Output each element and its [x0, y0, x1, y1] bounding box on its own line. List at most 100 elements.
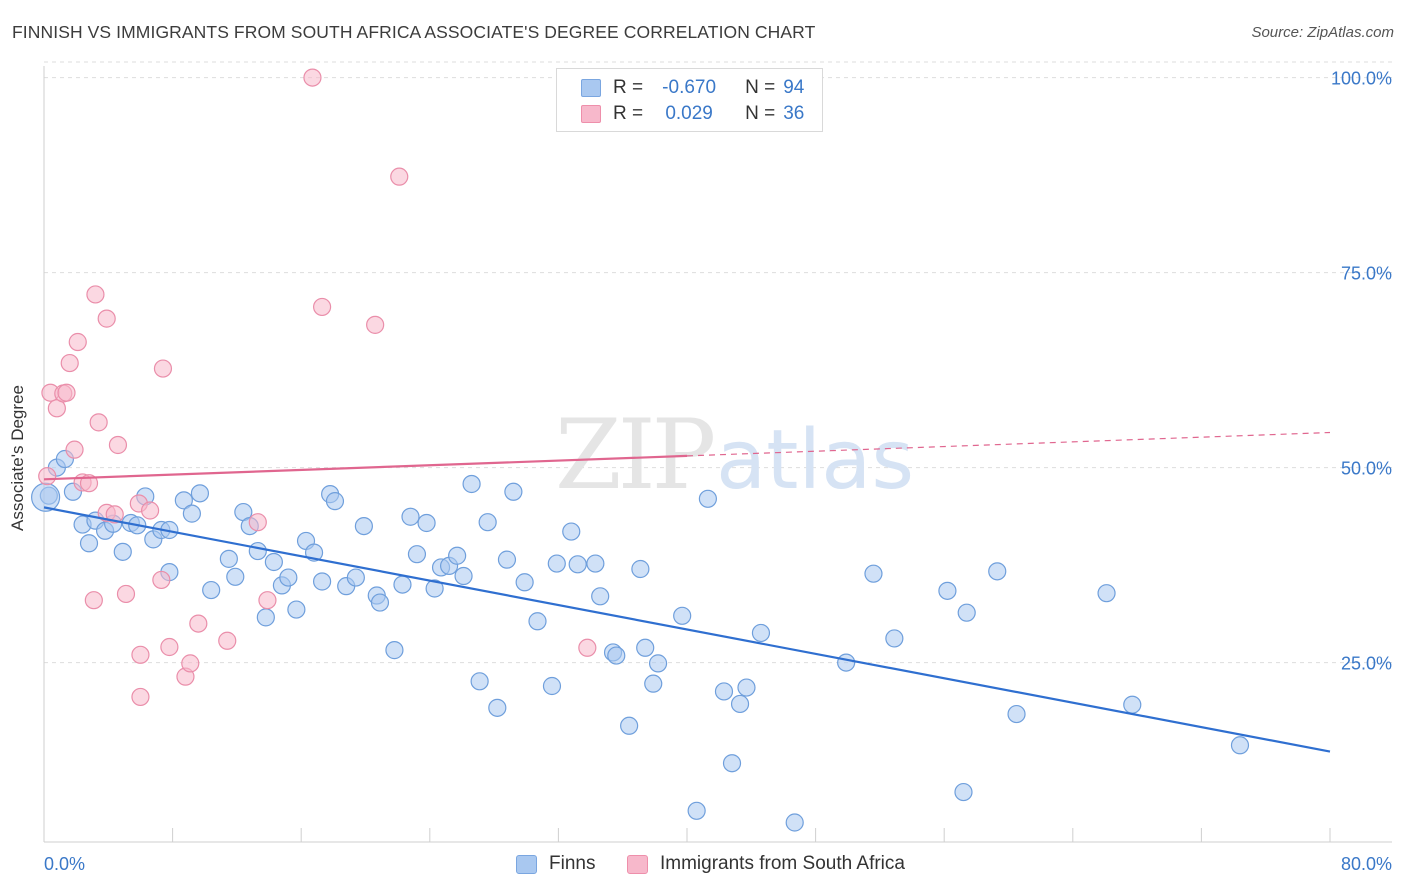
- legend-row-immigrants: R = 0.029 N = 36: [581, 102, 804, 126]
- data-point: [84, 591, 103, 610]
- data-point: [65, 440, 84, 459]
- data-point: [1123, 695, 1142, 714]
- data-point: [401, 507, 420, 526]
- data-point: [258, 591, 277, 610]
- legend-label-finns: Finns: [549, 853, 596, 874]
- y-tick-label: 75.0%: [1341, 264, 1392, 284]
- watermark-atlas: atlas: [716, 413, 914, 508]
- trend-layer: [43, 431, 1331, 753]
- data-point: [722, 754, 742, 773]
- data-point: [219, 549, 238, 568]
- data-point: [174, 491, 193, 510]
- data-point: [714, 682, 734, 701]
- data-point: [89, 413, 108, 432]
- axes: [43, 66, 1392, 843]
- data-point: [938, 581, 957, 600]
- data-point: [264, 552, 283, 572]
- data-point: [385, 641, 404, 660]
- legend-r-label: R =: [613, 77, 644, 98]
- y-axis-label: Associate's Degree: [8, 385, 27, 531]
- data-point: [393, 575, 412, 594]
- watermark: ZIP atlas: [555, 399, 914, 511]
- data-point: [607, 646, 626, 665]
- data-point: [730, 694, 750, 714]
- legend-n-label: N =: [745, 103, 776, 124]
- data-point: [586, 554, 605, 573]
- data-point: [218, 631, 237, 650]
- watermark-zip: ZIP: [555, 399, 714, 511]
- data-point: [425, 579, 444, 598]
- y-tick-label: 25.0%: [1341, 654, 1392, 674]
- legend-item-immigrants[interactable]: Immigrants from South Africa: [627, 852, 905, 876]
- data-point: [515, 573, 534, 592]
- data-point: [562, 522, 581, 541]
- series-finns: [31, 449, 1250, 832]
- data-point: [312, 297, 332, 317]
- data-point: [954, 782, 973, 802]
- legend-r-value: -0.670: [662, 77, 717, 98]
- data-point: [366, 315, 385, 334]
- data-point: [407, 545, 427, 564]
- data-point: [370, 593, 390, 612]
- data-point: [454, 566, 473, 586]
- chart-source: Source: ZipAtlas.com: [1251, 24, 1394, 41]
- data-point: [528, 612, 547, 631]
- data-point: [190, 484, 210, 503]
- data-point: [578, 638, 597, 657]
- data-point: [153, 359, 173, 378]
- data-point: [116, 584, 136, 604]
- legend-swatch-finns: [516, 854, 537, 874]
- data-point: [504, 482, 523, 501]
- data-point: [68, 332, 87, 352]
- data-point: [837, 653, 856, 672]
- legend-n-value: 94: [783, 77, 805, 98]
- data-point: [620, 716, 639, 735]
- correlation-legend: R = -0.670 N = 94 R = 0.029 N = 36: [556, 68, 823, 132]
- legend-swatch-finns: [581, 79, 601, 97]
- trend-line-immigrants: [43, 454, 688, 481]
- data-point: [131, 687, 150, 707]
- data-point: [248, 541, 267, 561]
- data-point: [303, 68, 322, 87]
- data-point: [346, 568, 365, 587]
- data-point: [631, 559, 650, 579]
- legend-item-finns[interactable]: Finns: [516, 852, 595, 876]
- legend-row-finns: R = -0.670 N = 94: [581, 76, 804, 100]
- data-point: [488, 698, 507, 717]
- data-point: [152, 570, 171, 590]
- legend-r-label: R =: [613, 103, 644, 124]
- data-point: [737, 678, 756, 697]
- data-point: [57, 383, 76, 402]
- data-point: [885, 629, 904, 648]
- data-point: [105, 505, 124, 524]
- legend-swatch-immigrants: [581, 105, 601, 123]
- data-point: [478, 513, 497, 532]
- data-point: [325, 492, 345, 511]
- legend-r-value: 0.029: [665, 103, 713, 124]
- data-point: [636, 638, 655, 657]
- data-point: [1230, 736, 1250, 755]
- data-point: [226, 567, 245, 586]
- data-point: [38, 467, 57, 486]
- legend-swatch-immigrants: [627, 854, 648, 874]
- data-point: [181, 654, 200, 673]
- data-point: [279, 568, 298, 587]
- series-layer: [31, 68, 1250, 832]
- data-point: [751, 623, 771, 643]
- data-point: [644, 674, 663, 693]
- data-point: [648, 654, 668, 673]
- data-point: [957, 603, 976, 622]
- data-point: [256, 608, 275, 627]
- data-point: [202, 580, 221, 600]
- legend-label-immigrants: Immigrants from South Africa: [660, 853, 905, 874]
- data-point: [182, 504, 201, 523]
- data-point: [287, 600, 306, 619]
- data-point: [189, 614, 208, 633]
- y-tick-label: 100.0%: [1331, 69, 1392, 89]
- data-point: [864, 564, 883, 583]
- data-point: [86, 285, 105, 304]
- data-point: [248, 513, 267, 532]
- trend-line-finns: [43, 506, 1331, 753]
- data-point: [448, 546, 467, 565]
